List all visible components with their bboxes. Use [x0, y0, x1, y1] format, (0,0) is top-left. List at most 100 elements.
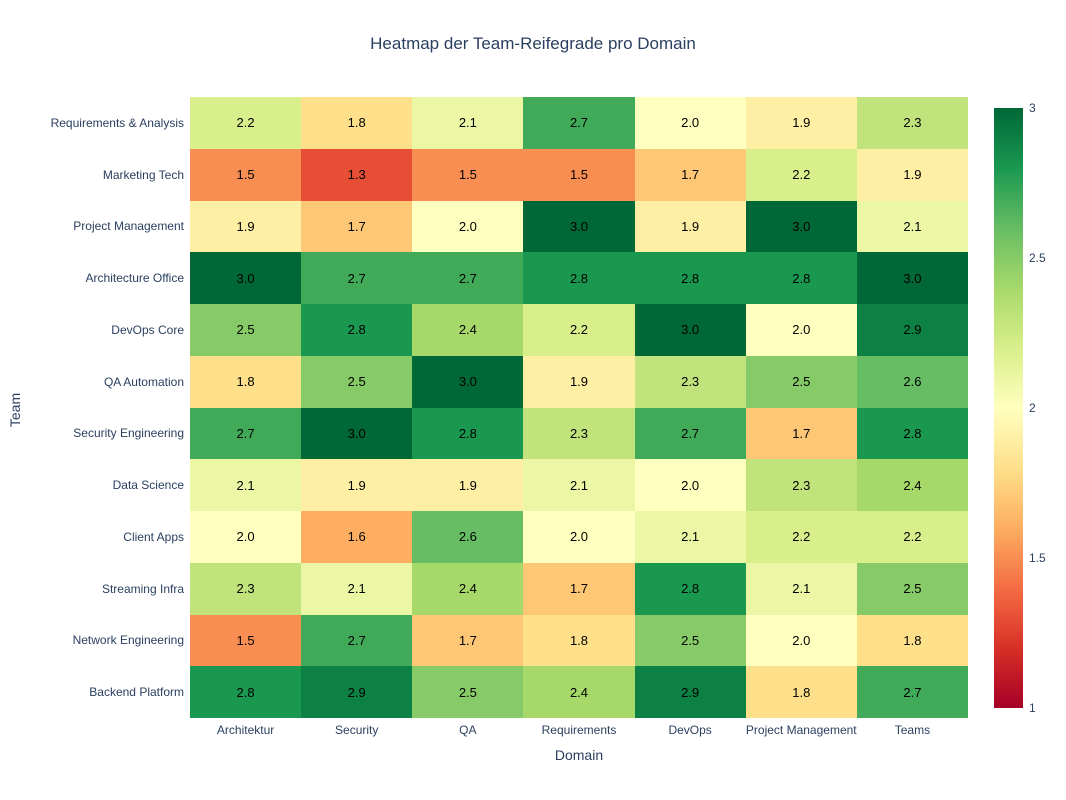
heatmap-cell[interactable]: 2.7: [190, 407, 302, 460]
heatmap-cell[interactable]: 2.5: [634, 614, 746, 667]
heatmap-cell[interactable]: 2.4: [412, 304, 524, 356]
heatmap-cell[interactable]: 2.8: [856, 407, 968, 460]
heatmap-cell[interactable]: 2.9: [301, 666, 413, 718]
heatmap-cell[interactable]: 2.5: [856, 562, 968, 615]
heatmap-cell[interactable]: 2.7: [634, 407, 746, 460]
heatmap-cell[interactable]: 2.1: [523, 459, 635, 511]
heatmap-cell[interactable]: 2.1: [412, 97, 524, 149]
heatmap-cell[interactable]: 1.7: [523, 562, 635, 615]
heatmap-cell[interactable]: 1.8: [856, 614, 968, 667]
heatmap-cell[interactable]: 2.3: [745, 459, 857, 511]
heatmap-cell[interactable]: 1.9: [190, 200, 302, 253]
heatmap-cell[interactable]: 2.5: [190, 304, 302, 356]
cell-value: 2.3: [236, 581, 255, 597]
cell-value: 2.0: [569, 529, 589, 545]
heatmap-cell[interactable]: 1.9: [634, 200, 746, 253]
heatmap-cell[interactable]: 2.1: [745, 562, 857, 615]
heatmap-cell[interactable]: 2.2: [745, 511, 857, 563]
heatmap-cell[interactable]: 2.5: [745, 355, 857, 408]
heatmap-cell[interactable]: 1.5: [523, 148, 635, 201]
heatmap-cell[interactable]: 2.5: [301, 355, 413, 408]
y-tick-label: DevOps Core: [111, 322, 184, 337]
heatmap-cell[interactable]: 1.9: [412, 459, 524, 511]
heatmap-cell[interactable]: 2.8: [190, 666, 302, 718]
heatmap-cell[interactable]: 2.0: [523, 511, 635, 563]
heatmap-cell[interactable]: 1.7: [412, 614, 524, 667]
heatmap-cell[interactable]: 2.8: [634, 562, 746, 615]
cell-value: 2.0: [681, 477, 700, 493]
cell-value: 2.7: [347, 632, 366, 648]
heatmap-cell[interactable]: 2.9: [634, 666, 746, 718]
heatmap-cell[interactable]: 1.5: [412, 148, 524, 201]
heatmap-cell[interactable]: 2.7: [523, 97, 635, 149]
heatmap-cell[interactable]: 1.7: [301, 200, 413, 253]
heatmap-cell[interactable]: 2.1: [856, 200, 968, 253]
heatmap-cell[interactable]: 1.8: [745, 666, 857, 718]
heatmap-cell[interactable]: 2.0: [634, 459, 746, 511]
heatmap-cell[interactable]: 3.0: [523, 200, 635, 253]
heatmap-cell[interactable]: 2.3: [190, 562, 302, 615]
heatmap-cell[interactable]: 1.5: [190, 148, 302, 201]
x-tick-label: Architektur: [216, 723, 275, 737]
heatmap-cell[interactable]: 2.7: [856, 666, 968, 718]
cell-value: 2.8: [347, 322, 366, 338]
heatmap-cell[interactable]: 2.4: [523, 666, 635, 718]
heatmap-cell[interactable]: 2.9: [856, 304, 968, 356]
heatmap-cell[interactable]: 3.0: [634, 304, 746, 356]
heatmap-cell[interactable]: 1.9: [523, 355, 635, 408]
heatmap-cell[interactable]: 2.3: [634, 355, 746, 408]
heatmap-cell[interactable]: 3.0: [301, 407, 413, 460]
heatmap-cell[interactable]: 2.8: [634, 252, 746, 304]
cell-value: 2.2: [792, 167, 811, 183]
heatmap-cell[interactable]: 2.6: [412, 511, 524, 563]
heatmap-cell[interactable]: 1.9: [856, 148, 968, 201]
heatmap-cell[interactable]: 3.0: [745, 200, 857, 253]
heatmap-cell[interactable]: 2.1: [634, 511, 746, 563]
heatmap-cell[interactable]: 3.0: [412, 355, 524, 408]
heatmap-cell[interactable]: 2.6: [856, 355, 968, 408]
heatmap-cell[interactable]: 2.4: [412, 562, 524, 615]
heatmap-cell[interactable]: 1.5: [190, 614, 302, 667]
heatmap-cell[interactable]: 2.0: [190, 511, 302, 563]
heatmap-cell[interactable]: 1.8: [523, 614, 635, 667]
y-tick-label: QA Automation: [103, 374, 184, 389]
cell-value: 1.7: [458, 632, 477, 648]
y-tick-label: Marketing Tech: [102, 167, 184, 182]
cell-value: 2.8: [569, 270, 589, 286]
heatmap-cell[interactable]: 1.9: [301, 459, 413, 511]
heatmap-cell[interactable]: 2.0: [745, 304, 857, 356]
y-tick-label: Streaming Infra: [101, 581, 184, 596]
heatmap-cell[interactable]: 2.3: [523, 407, 635, 460]
heatmap-cell[interactable]: 2.2: [856, 511, 968, 563]
heatmap-cell[interactable]: 2.2: [523, 304, 635, 356]
heatmap-cell[interactable]: 2.1: [190, 459, 302, 511]
cell-value: 2.5: [236, 322, 255, 338]
heatmap-cell[interactable]: 3.0: [856, 252, 968, 304]
heatmap-cell[interactable]: 2.3: [856, 97, 968, 149]
heatmap-cell[interactable]: 2.0: [634, 97, 746, 149]
heatmap-cell[interactable]: 3.0: [190, 252, 302, 304]
heatmap-cell[interactable]: 2.2: [745, 148, 857, 201]
heatmap-cell[interactable]: 1.9: [745, 97, 857, 149]
heatmap-cell[interactable]: 1.3: [301, 148, 413, 201]
heatmap-cell[interactable]: 2.0: [745, 614, 857, 667]
heatmap-cell[interactable]: 2.8: [523, 252, 635, 304]
heatmap-cell[interactable]: 2.7: [301, 252, 413, 304]
x-tick-label: Teams: [894, 723, 931, 737]
heatmap-cell[interactable]: 2.4: [856, 459, 968, 511]
heatmap-cell[interactable]: 2.7: [301, 614, 413, 667]
heatmap-cell[interactable]: 2.8: [745, 252, 857, 304]
heatmap-cell[interactable]: 2.5: [412, 666, 524, 718]
heatmap-cell[interactable]: 1.8: [190, 355, 302, 408]
heatmap-cell[interactable]: 1.6: [301, 511, 413, 563]
heatmap-cell[interactable]: 2.8: [412, 407, 524, 460]
heatmap-cell[interactable]: 2.7: [412, 252, 524, 304]
heatmap-cell[interactable]: 2.2: [190, 97, 302, 149]
heatmap-cell[interactable]: 2.8: [301, 304, 413, 356]
heatmap-cell[interactable]: 1.7: [745, 407, 857, 460]
heatmap-cell[interactable]: 2.1: [301, 562, 413, 615]
heatmap-cell[interactable]: 2.0: [412, 200, 524, 253]
cell-value: 2.7: [236, 425, 255, 441]
heatmap-cell[interactable]: 1.7: [634, 148, 746, 201]
heatmap-cell[interactable]: 1.8: [301, 97, 413, 149]
